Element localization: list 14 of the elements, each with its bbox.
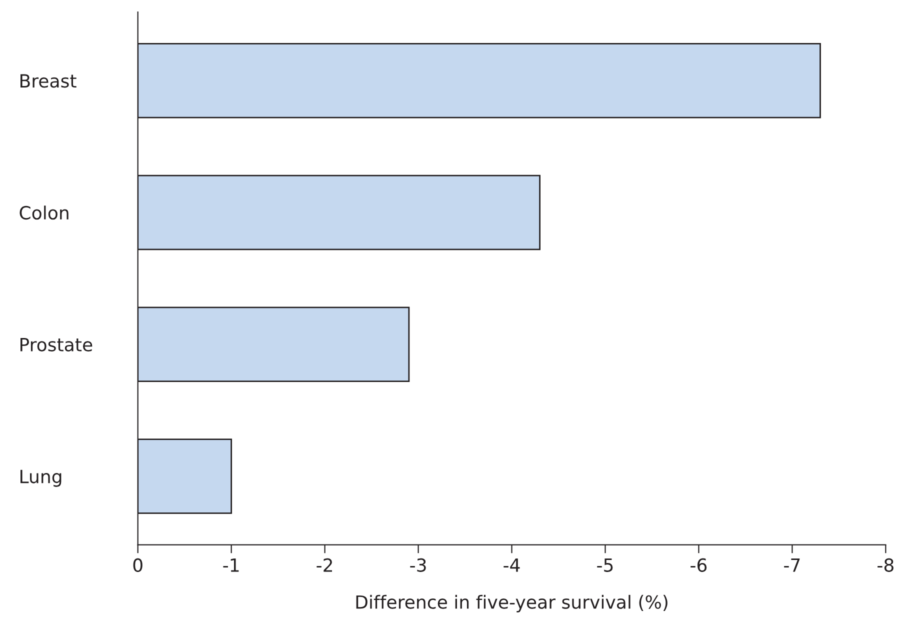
x-tick-label: -6 <box>690 558 707 572</box>
y-tick-label: Lung <box>20 470 62 487</box>
x-tick-label: -8 <box>878 558 894 572</box>
x-tick-label: -3 <box>410 558 426 572</box>
x-tick-label: -7 <box>784 558 800 572</box>
y-tick-label: Prostate <box>20 338 92 352</box>
x-tick-label: 0 <box>133 558 142 572</box>
x-tick-label: -5 <box>597 558 613 572</box>
x-tick-label: -1 <box>223 558 239 572</box>
x-axis-title: Difference in five-year survival (%) <box>356 594 668 612</box>
y-tick-label: Breast <box>20 74 76 88</box>
x-tick-label: -4 <box>504 558 520 572</box>
x-tick-label: -2 <box>316 558 332 572</box>
y-tick-label: Colon <box>20 206 68 220</box>
